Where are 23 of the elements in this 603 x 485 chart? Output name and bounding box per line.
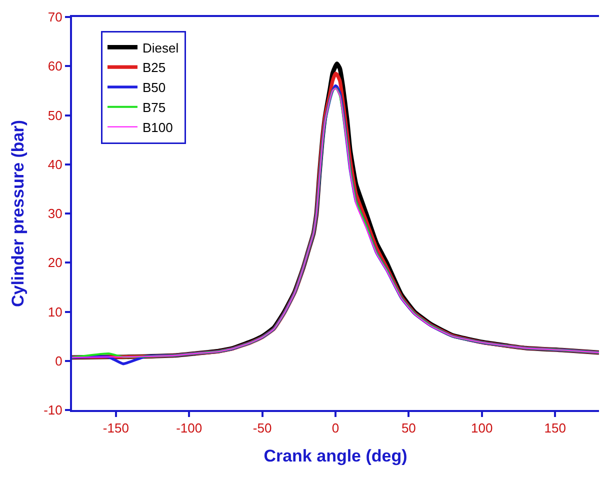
legend-label: B100: [142, 120, 173, 135]
x-tick-label: -150: [102, 420, 129, 436]
x-tick-label: 0: [332, 420, 340, 436]
x-tick-label: -50: [252, 420, 272, 436]
legend-label: B50: [142, 80, 166, 96]
y-axis-title: Cylinder pressure (bar): [8, 120, 28, 308]
x-axis-title: Crank angle (deg): [264, 446, 408, 466]
x-tick-label: 100: [471, 420, 493, 436]
y-tick-label: 60: [48, 58, 62, 74]
y-tick-label: 0: [55, 353, 62, 368]
y-tick-label: 20: [48, 255, 62, 270]
y-tick-label: 10: [48, 304, 62, 320]
y-tick-label: 40: [48, 156, 62, 172]
x-tick-label: 50: [401, 420, 416, 436]
x-tick-label: 150: [544, 420, 566, 436]
y-tick-label: 70: [48, 10, 62, 25]
x-tick-label: -100: [176, 420, 202, 436]
y-tick-label: 50: [48, 108, 62, 123]
legend-label: Diesel: [142, 40, 179, 56]
legend-label: B75: [142, 100, 166, 115]
y-tick-label: -10: [44, 402, 62, 418]
y-tick-label: 30: [48, 206, 62, 222]
legend-label: B25: [142, 60, 166, 76]
